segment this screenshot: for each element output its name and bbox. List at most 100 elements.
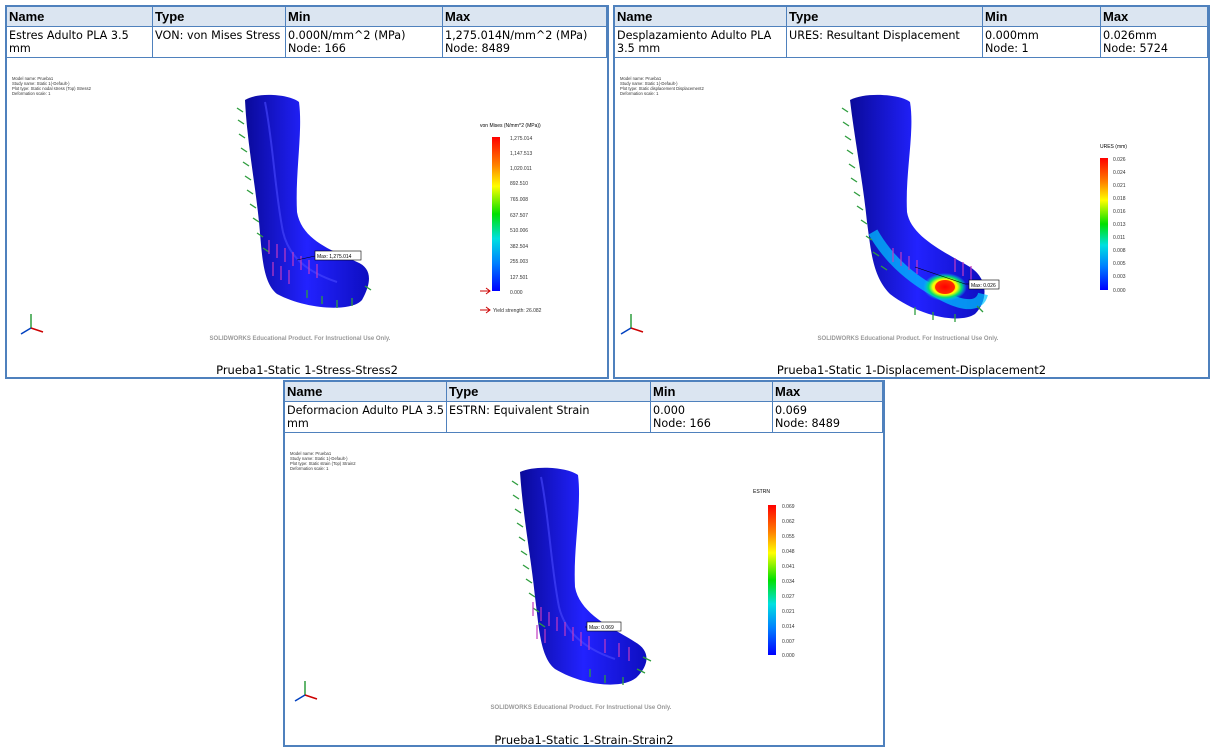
strain-legend-title: ESTRN [753, 489, 770, 495]
stress-caption: Prueba1-Static 1-Stress-Stress2 [216, 363, 398, 377]
stress-type: VON: von Mises Stress [153, 27, 286, 58]
strain-max-label: Max: 0.069 [589, 625, 614, 631]
stress-tick: 510.006 [510, 228, 528, 234]
strain-part-model [520, 467, 647, 685]
displacement-tick: 0.005 [1113, 261, 1126, 267]
displacement-tick: 0.003 [1113, 274, 1126, 280]
stress-yield-label: Yield strength: 26.082 [493, 308, 542, 314]
stress-yield-arrow-icon [480, 306, 491, 314]
strain-info-1: Model name: Prueba1 [290, 451, 332, 456]
strain-header-max: Max [773, 382, 883, 402]
stress-max-label: Max: 1,275.014 [317, 254, 352, 260]
displacement-tick: 0.024 [1113, 170, 1126, 176]
strain-header-name: Name [285, 382, 447, 402]
strain-tick: 0.048 [782, 549, 795, 555]
displacement-max: 0.026mm [1103, 29, 1157, 42]
displacement-info-1: Model name: Prueba1 [620, 76, 662, 81]
displacement-header-type: Type [787, 7, 983, 27]
stress-tick: 1,020.011 [510, 166, 532, 172]
strain-caption: Prueba1-Static 1-Strain-Strain2 [494, 733, 674, 747]
stress-max-node: Node: 8489 [445, 42, 510, 55]
stress-tick: 637.507 [510, 213, 528, 219]
displacement-result-panel: Name Type Min Max Desplazamiento Adulto … [613, 5, 1210, 379]
stress-value-row: Estres Adulto PLA 3.5 mm VON: von Mises … [7, 27, 607, 58]
strain-tick: 0.021 [782, 609, 795, 615]
displacement-header-max: Max [1101, 7, 1208, 27]
stress-max: 1,275.014N/mm^2 (MPa) [445, 29, 588, 42]
stress-min-node: Node: 166 [288, 42, 346, 55]
strain-info-2: Study name: Static 1(-Default-) [290, 456, 348, 461]
strain-max-node: Node: 8489 [775, 417, 840, 430]
strain-min-node: Node: 166 [653, 417, 711, 430]
strain-info-4: Deformation scale: 1 [290, 466, 329, 471]
strain-min: 0.000 [653, 404, 686, 417]
strain-min-cell: 0.000 Node: 166 [651, 402, 773, 433]
displacement-name: Desplazamiento Adulto PLA 3.5 mm [615, 27, 787, 58]
displacement-legend-ticks: 0.026 0.024 0.021 0.018 0.016 0.013 0.01… [1113, 157, 1126, 294]
displacement-fixture-markers [841, 107, 984, 322]
displacement-legend: URES (mm) 0.026 0.024 0.021 0.018 0.016 … [1100, 144, 1127, 294]
strain-watermark: SOLIDWORKS Educational Product. For Inst… [491, 705, 672, 711]
displacement-legend-title: URES (mm) [1100, 144, 1127, 150]
displacement-min-node: Node: 1 [985, 42, 1029, 55]
stress-info-4: Deformation scale: 1 [12, 91, 51, 96]
displacement-tick: 0.011 [1113, 235, 1125, 241]
stress-fixture-markers [236, 107, 372, 308]
stress-tick: 892.510 [510, 181, 528, 187]
displacement-max-cell: 0.026mm Node: 5724 [1101, 27, 1208, 58]
displacement-tick: 0.013 [1113, 222, 1126, 228]
strain-tick: 0.055 [782, 534, 795, 540]
displacement-axis-triad-icon [620, 314, 644, 335]
stress-plot-image: Model name: Prueba1 Study name: Static 1… [7, 62, 607, 360]
displacement-header-name: Name [615, 7, 787, 27]
stress-part-model [245, 94, 369, 308]
strain-tick: 0.027 [782, 594, 795, 600]
strain-tick: 0.007 [782, 639, 795, 645]
strain-header-min: Min [651, 382, 773, 402]
stress-tick: 382.504 [510, 244, 528, 250]
displacement-tick: 0.016 [1113, 209, 1126, 215]
displacement-tick: 0.021 [1113, 183, 1126, 189]
stress-min-cell: 0.000N/mm^2 (MPa) Node: 166 [286, 27, 443, 58]
stress-header-type: Type [153, 7, 286, 27]
displacement-min-cell: 0.000mm Node: 1 [983, 27, 1101, 58]
stress-legend-title: von Mises (N/mm^2 (MPa)) [480, 123, 541, 129]
strain-max: 0.069 [775, 404, 808, 417]
strain-result-panel: Name Type Min Max Deformacion Adulto PLA… [283, 380, 885, 747]
strain-info-3: Plot type: Static strain (Top) Strain2 [290, 461, 356, 466]
stress-info-3: Plot type: Static nodal stress (Top) Str… [12, 86, 92, 91]
displacement-watermark: SOLIDWORKS Educational Product. For Inst… [818, 336, 999, 342]
strain-tick: 0.041 [782, 564, 795, 570]
stress-tick: 1,147.513 [510, 151, 532, 157]
stress-yield-arrow-icon [480, 287, 491, 295]
displacement-caption: Prueba1-Static 1-Displacement-Displaceme… [776, 363, 1047, 377]
strain-plot-image: Model name: Prueba1 Study name: Static 1… [285, 437, 883, 729]
stress-max-annotation: Max: 1,275.014 [296, 250, 362, 261]
stress-name: Estres Adulto PLA 3.5 mm [7, 27, 153, 58]
stress-tick: 1,275.014 [510, 136, 532, 142]
stress-colorbar [492, 137, 500, 291]
stress-max-cell: 1,275.014N/mm^2 (MPa) Node: 8489 [443, 27, 607, 58]
stress-tick: 765.008 [510, 197, 528, 203]
strain-tick: 0.034 [782, 579, 795, 585]
displacement-tick: 0.026 [1113, 157, 1126, 163]
stress-tick: 255.003 [510, 259, 528, 265]
stress-tick: 0.000 [510, 290, 523, 296]
stress-load-arrows [268, 240, 318, 284]
displacement-part-model [850, 94, 988, 319]
strain-tick: 0.069 [782, 504, 795, 510]
strain-colorbar [768, 505, 776, 655]
displacement-value-row: Desplazamiento Adulto PLA 3.5 mm URES: R… [615, 27, 1208, 58]
stress-header-min: Min [286, 7, 443, 27]
strain-tick: 0.062 [782, 519, 795, 525]
displacement-header-row: Name Type Min Max [615, 7, 1208, 27]
displacement-max-annotation: Max: 0.026 [914, 266, 1000, 290]
stress-watermark: SOLIDWORKS Educational Product. For Inst… [210, 336, 391, 342]
stress-legend: von Mises (N/mm^2 (MPa)) 1,275.014 1,147… [480, 123, 542, 314]
strain-max-cell: 0.069 Node: 8489 [773, 402, 883, 433]
displacement-info-4: Deformation scale: 1 [620, 91, 659, 96]
strain-tick: 0.000 [782, 653, 795, 659]
strain-load-arrows [532, 602, 630, 661]
displacement-max-label: Max: 0.026 [971, 283, 996, 289]
